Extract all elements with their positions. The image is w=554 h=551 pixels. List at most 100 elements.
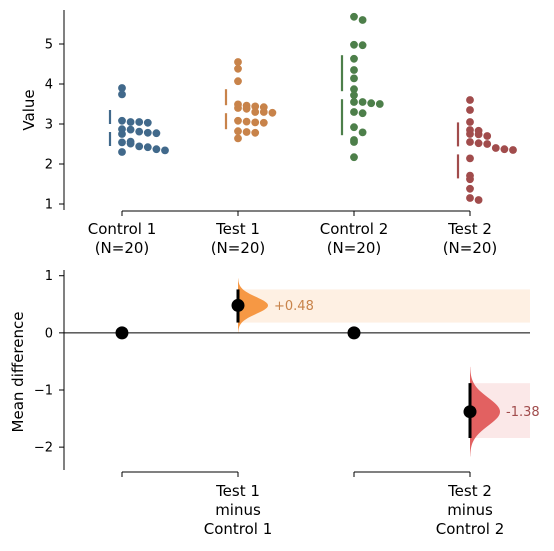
control-reference-dot bbox=[347, 326, 361, 340]
swarm-point bbox=[242, 128, 251, 136]
control-reference-dot bbox=[115, 326, 129, 340]
swarm-point bbox=[466, 138, 474, 146]
ci-band bbox=[238, 289, 530, 323]
swarm-point bbox=[474, 130, 483, 139]
swarm-point bbox=[466, 96, 474, 104]
top-x-tick-label: Test 2 (N=20) bbox=[443, 220, 498, 257]
bootstrap-distribution bbox=[470, 366, 500, 457]
swarm-point bbox=[126, 118, 135, 126]
swarm-point bbox=[118, 90, 126, 99]
bottom-x-tick-label: Test 1 minus Control 1 bbox=[204, 482, 273, 538]
swarm-point bbox=[466, 175, 474, 184]
comparison-group: +0.48 bbox=[115, 278, 530, 340]
swarm-point bbox=[135, 118, 144, 126]
swarm-point bbox=[466, 184, 474, 193]
swarm-point bbox=[491, 144, 500, 152]
swarm-point bbox=[251, 102, 260, 111]
swarm-point bbox=[251, 118, 260, 127]
swarm-point bbox=[350, 54, 358, 63]
swarm-point bbox=[350, 12, 358, 21]
top-x-tick-label: Control 2 (N=20) bbox=[320, 220, 389, 257]
swarm-point bbox=[152, 129, 161, 138]
bottom-y-tick-label: −2 bbox=[34, 441, 53, 456]
swarm-point bbox=[135, 127, 144, 136]
top-x-tick-label: Test 1 (N=20) bbox=[211, 220, 266, 257]
top-y-ticks: 1 2 3 4 5 bbox=[45, 38, 64, 213]
swarm-point bbox=[500, 145, 509, 154]
mean-difference-label: -1.38 bbox=[506, 405, 540, 420]
swarm-point bbox=[152, 145, 161, 154]
swarm-point bbox=[466, 118, 474, 126]
delta-panel: −2 −1 0 1 Mean difference +0.48 -1.38 Test 1… bbox=[9, 269, 540, 538]
swarm-point bbox=[350, 74, 358, 83]
swarm-point bbox=[358, 109, 367, 118]
swarm-point bbox=[474, 139, 483, 148]
swarm-point bbox=[350, 153, 358, 162]
top-y-tick-label: 3 bbox=[45, 118, 53, 133]
swarm-point bbox=[126, 125, 135, 134]
swarm-point bbox=[358, 41, 367, 50]
bottom-x-tick-label: Test 2 minus Control 2 bbox=[436, 482, 505, 538]
swarm-point bbox=[483, 140, 492, 148]
swarm-point bbox=[242, 104, 251, 113]
swarm-point bbox=[135, 142, 144, 151]
swarm-point bbox=[509, 146, 517, 154]
swarm-point bbox=[350, 108, 358, 116]
bottom-y-tick-label: 0 bbox=[45, 326, 53, 341]
swarm-point bbox=[350, 40, 358, 49]
swarm-point bbox=[234, 58, 242, 66]
mean-difference-dot bbox=[463, 405, 477, 419]
swarm-point bbox=[118, 148, 126, 156]
swarm-point bbox=[466, 106, 474, 114]
bootstrap-distribution bbox=[238, 278, 268, 333]
swarm-point bbox=[126, 139, 135, 148]
swarm-point bbox=[118, 116, 126, 125]
top-x-ticks: Control 1 (N=20) Test 1 (N=20) Control 2 (N=2… bbox=[88, 211, 498, 257]
comparison-group: -1.38 bbox=[347, 326, 540, 457]
top-y-tick-label: 4 bbox=[45, 78, 53, 93]
swarm-point bbox=[143, 128, 152, 137]
swarm-point bbox=[251, 108, 260, 116]
swarm-point bbox=[259, 108, 268, 116]
top-y-tick-label: 5 bbox=[45, 38, 53, 53]
top-y-tick-label: 1 bbox=[45, 198, 53, 213]
bottom-y-tick-label: 1 bbox=[45, 269, 53, 284]
swarm-group bbox=[224, 58, 277, 143]
swarm-group bbox=[108, 84, 169, 156]
swarm-point bbox=[118, 84, 126, 92]
swarm-point bbox=[474, 196, 483, 204]
swarm-point bbox=[234, 104, 242, 112]
swarm-point bbox=[268, 108, 277, 117]
top-y-tick-label: 2 bbox=[45, 158, 53, 173]
swarm-point bbox=[161, 146, 169, 155]
swarm-point bbox=[350, 91, 358, 100]
top-y-axis-title: Value bbox=[20, 89, 38, 130]
swarm-point bbox=[466, 154, 474, 163]
swarm-point bbox=[358, 98, 367, 106]
swarm-point bbox=[483, 132, 492, 140]
swarm-point bbox=[234, 134, 242, 143]
bottom-y-ticks: −2 −1 0 1 bbox=[34, 269, 64, 456]
swarm-point bbox=[143, 143, 152, 152]
swarm-point bbox=[118, 138, 126, 147]
swarm-groups bbox=[108, 12, 517, 204]
swarm-point bbox=[259, 118, 268, 127]
swarm-point bbox=[143, 118, 152, 127]
swarm-point bbox=[118, 130, 126, 138]
mean-difference-dot bbox=[231, 298, 245, 312]
swarm-point bbox=[234, 127, 242, 136]
mean-difference-label: +0.48 bbox=[274, 299, 314, 314]
bottom-y-axis-title: Mean difference bbox=[9, 312, 27, 433]
swarm-point bbox=[350, 123, 358, 132]
swarm-point bbox=[350, 85, 358, 94]
swarm-point bbox=[358, 16, 367, 24]
top-x-tick-label: Control 1 (N=20) bbox=[88, 220, 157, 257]
swarm-point bbox=[466, 130, 474, 138]
swarm-point bbox=[234, 77, 242, 86]
bottom-y-tick-label: −1 bbox=[34, 384, 53, 399]
swarm-point bbox=[466, 194, 474, 202]
swarm-point bbox=[350, 138, 358, 146]
swarm-point bbox=[234, 116, 242, 125]
